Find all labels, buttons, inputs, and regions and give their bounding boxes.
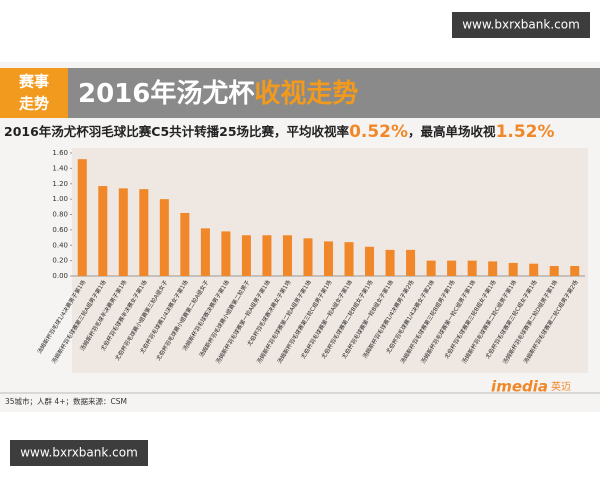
subtitle: 2016年汤尤杯羽毛球比赛C5共计转播25场比赛，平均收视率0.52%，最高单场… (4, 122, 555, 142)
average: 0.52% (349, 122, 408, 142)
chart: 0.000.200.400.600.801.001.201.401.60汤姆斯杯… (35, 149, 585, 365)
bar (508, 262, 518, 276)
bar (365, 246, 375, 276)
bar (77, 159, 87, 276)
bar (447, 260, 457, 276)
bar (426, 260, 436, 276)
bar (467, 260, 477, 276)
watermark: www.bxrxbank.com (20, 446, 138, 460)
bar (241, 235, 251, 276)
bar (570, 266, 580, 276)
title: 2016年汤尤杯收视走势 (78, 78, 358, 109)
bar (549, 266, 559, 276)
bar (221, 231, 231, 276)
badge-text: 走势 (19, 95, 49, 113)
badge (0, 68, 68, 118)
maximum: 1.52% (496, 122, 555, 142)
bar (180, 212, 190, 276)
watermark-box (10, 440, 148, 466)
subtitle-text: 2016年汤尤杯羽毛球比赛C5共计转播25场比赛，平均收视率 (4, 124, 350, 139)
y-tick-label: 0.80 (52, 211, 68, 219)
watermark-box (452, 12, 590, 38)
bar (118, 188, 128, 276)
bar (139, 189, 149, 276)
bar (159, 199, 169, 276)
bar (323, 241, 334, 276)
watermark: www.bxrxbank.com (462, 18, 580, 32)
bar (488, 261, 498, 276)
footer-note: 35城市；人群 4+；数据来源：CSM (5, 396, 127, 406)
y-tick-label: 1.20 (52, 180, 68, 188)
y-tick-label: 1.40 (52, 164, 68, 172)
bar (200, 228, 210, 276)
y-tick-label: 1.00 (52, 195, 68, 203)
bar (98, 186, 108, 276)
title-highlight: 收视走势 (254, 79, 358, 109)
y-tick-label: 0.60 (52, 226, 68, 234)
y-tick-label: 0.20 (52, 257, 68, 265)
title-text: 2016年汤尤杯 (78, 78, 254, 109)
header-band (0, 68, 600, 118)
bar (406, 249, 416, 276)
bar (344, 242, 354, 276)
bar (529, 263, 539, 276)
y-tick-label: 0.00 (52, 272, 68, 280)
subtitle-text: ，最高单场收视 (408, 124, 496, 139)
logo-cn: 英迈 (551, 380, 571, 393)
bar (282, 235, 292, 276)
bar (385, 249, 395, 276)
y-tick-label: 1.60 (52, 149, 68, 157)
logo: imedia (491, 378, 548, 396)
bar (303, 238, 313, 276)
bar (262, 235, 272, 276)
badge-text: 赛事 (18, 73, 49, 91)
y-tick-label: 0.40 (52, 241, 68, 249)
